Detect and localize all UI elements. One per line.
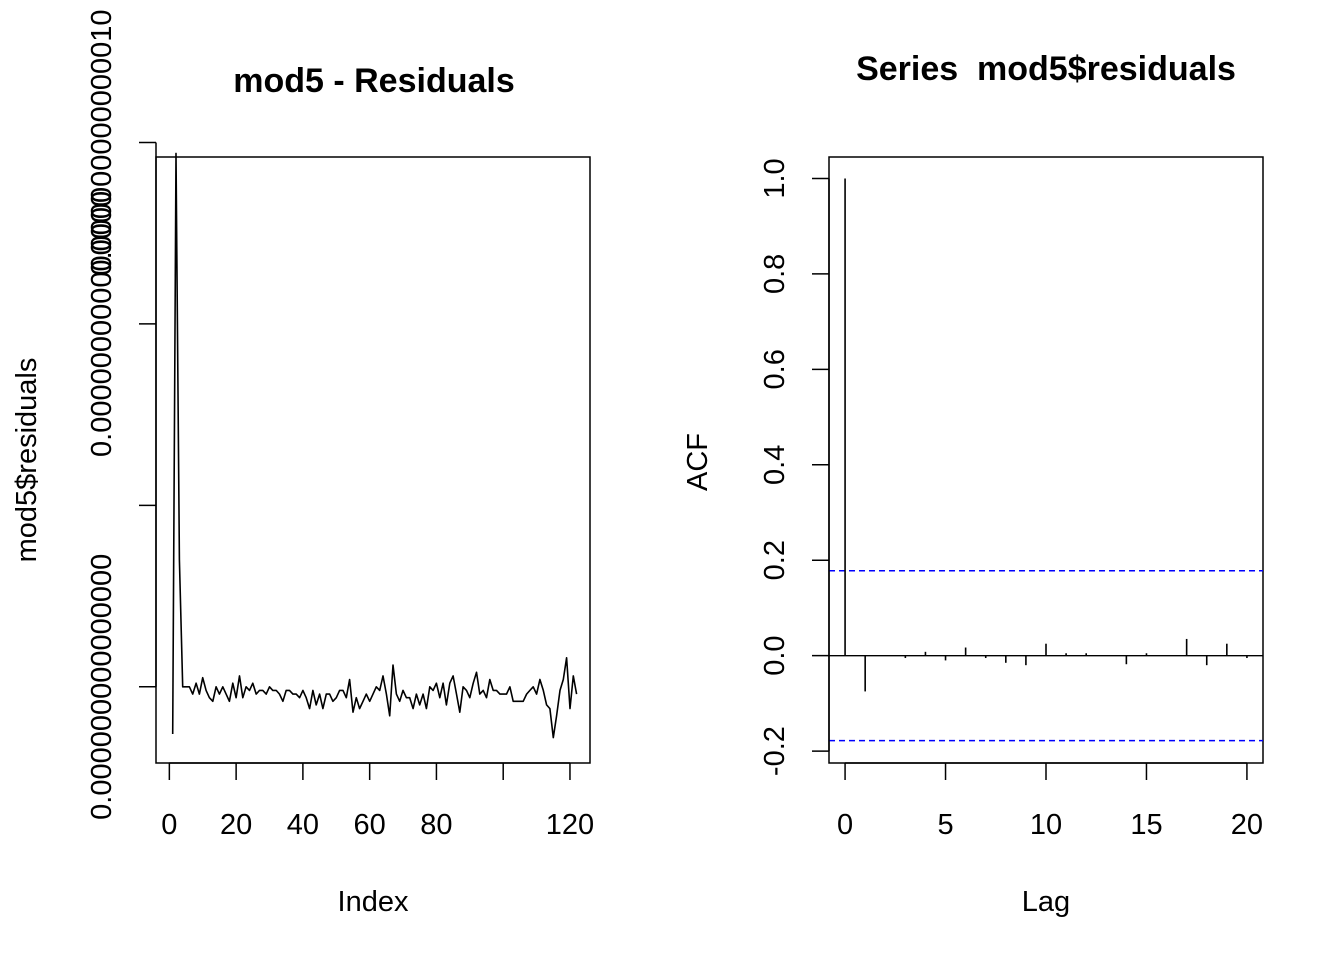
acf-y-tick-label: 0.4 <box>759 445 791 485</box>
residuals-y-tick-label: 0.000000000000010 <box>86 9 118 275</box>
residuals-title: mod5 - Residuals <box>233 62 515 100</box>
residuals-x-tick-label: 40 <box>287 809 319 841</box>
acf-x-tick-label: 0 <box>837 809 853 841</box>
residuals-x-label: Index <box>338 886 409 918</box>
acf-x-tick-label: 5 <box>937 809 953 841</box>
acf-y-tick-label: 0.8 <box>759 254 791 294</box>
acf-y-tick-label: 0.6 <box>759 349 791 389</box>
acf-x-tick-label: 15 <box>1130 809 1162 841</box>
acf-y-tick-label: 0.2 <box>759 540 791 580</box>
residuals-panel: mod5 - Residuals 0 20 40 60 80 120 0.00000000… <box>11 9 594 918</box>
residuals-x-tick-label: 0 <box>161 809 177 841</box>
residuals-x-tick-label: 120 <box>546 809 594 841</box>
residuals-x-axis: 0 20 40 60 80 120 <box>161 762 594 841</box>
acf-y-axis: -0.2 0.0 0.2 0.4 0.6 0.8 1.0 <box>759 158 830 776</box>
residuals-plot-box <box>155 156 591 764</box>
acf-x-axis: 0 5 10 15 20 <box>837 762 1263 841</box>
acf-bars <box>844 178 1248 692</box>
acf-x-label: Lag <box>1022 886 1070 918</box>
acf-y-tick-label: -0.2 <box>759 726 791 776</box>
residuals-series-line <box>171 152 578 739</box>
acf-x-tick-label: 10 <box>1030 809 1062 841</box>
residuals-x-tick-label: 20 <box>220 809 252 841</box>
residuals-y-label: mod5$residuals <box>11 358 43 563</box>
acf-y-label: ACF <box>682 433 714 491</box>
acf-plot-box <box>828 156 1264 764</box>
residuals-y-tick-label: 0.000000000000000 <box>86 554 118 820</box>
acf-title: Series mod5$residuals <box>856 50 1236 88</box>
residuals-y-tick-label: 0.000000000000000 <box>86 191 118 457</box>
residuals-x-tick-label: 60 <box>354 809 386 841</box>
residuals-y-axis: 0.0000000000000000.0000000000000000.0000… <box>86 9 157 820</box>
residuals-x-tick-label: 80 <box>420 809 452 841</box>
acf-x-tick-label: 20 <box>1231 809 1263 841</box>
acf-y-tick-label: 0.0 <box>759 635 791 675</box>
acf-panel: Series mod5$residuals 0 5 10 15 20 -0.2 0.0 0.… <box>682 50 1264 918</box>
acf-y-tick-label: 1.0 <box>759 158 791 198</box>
